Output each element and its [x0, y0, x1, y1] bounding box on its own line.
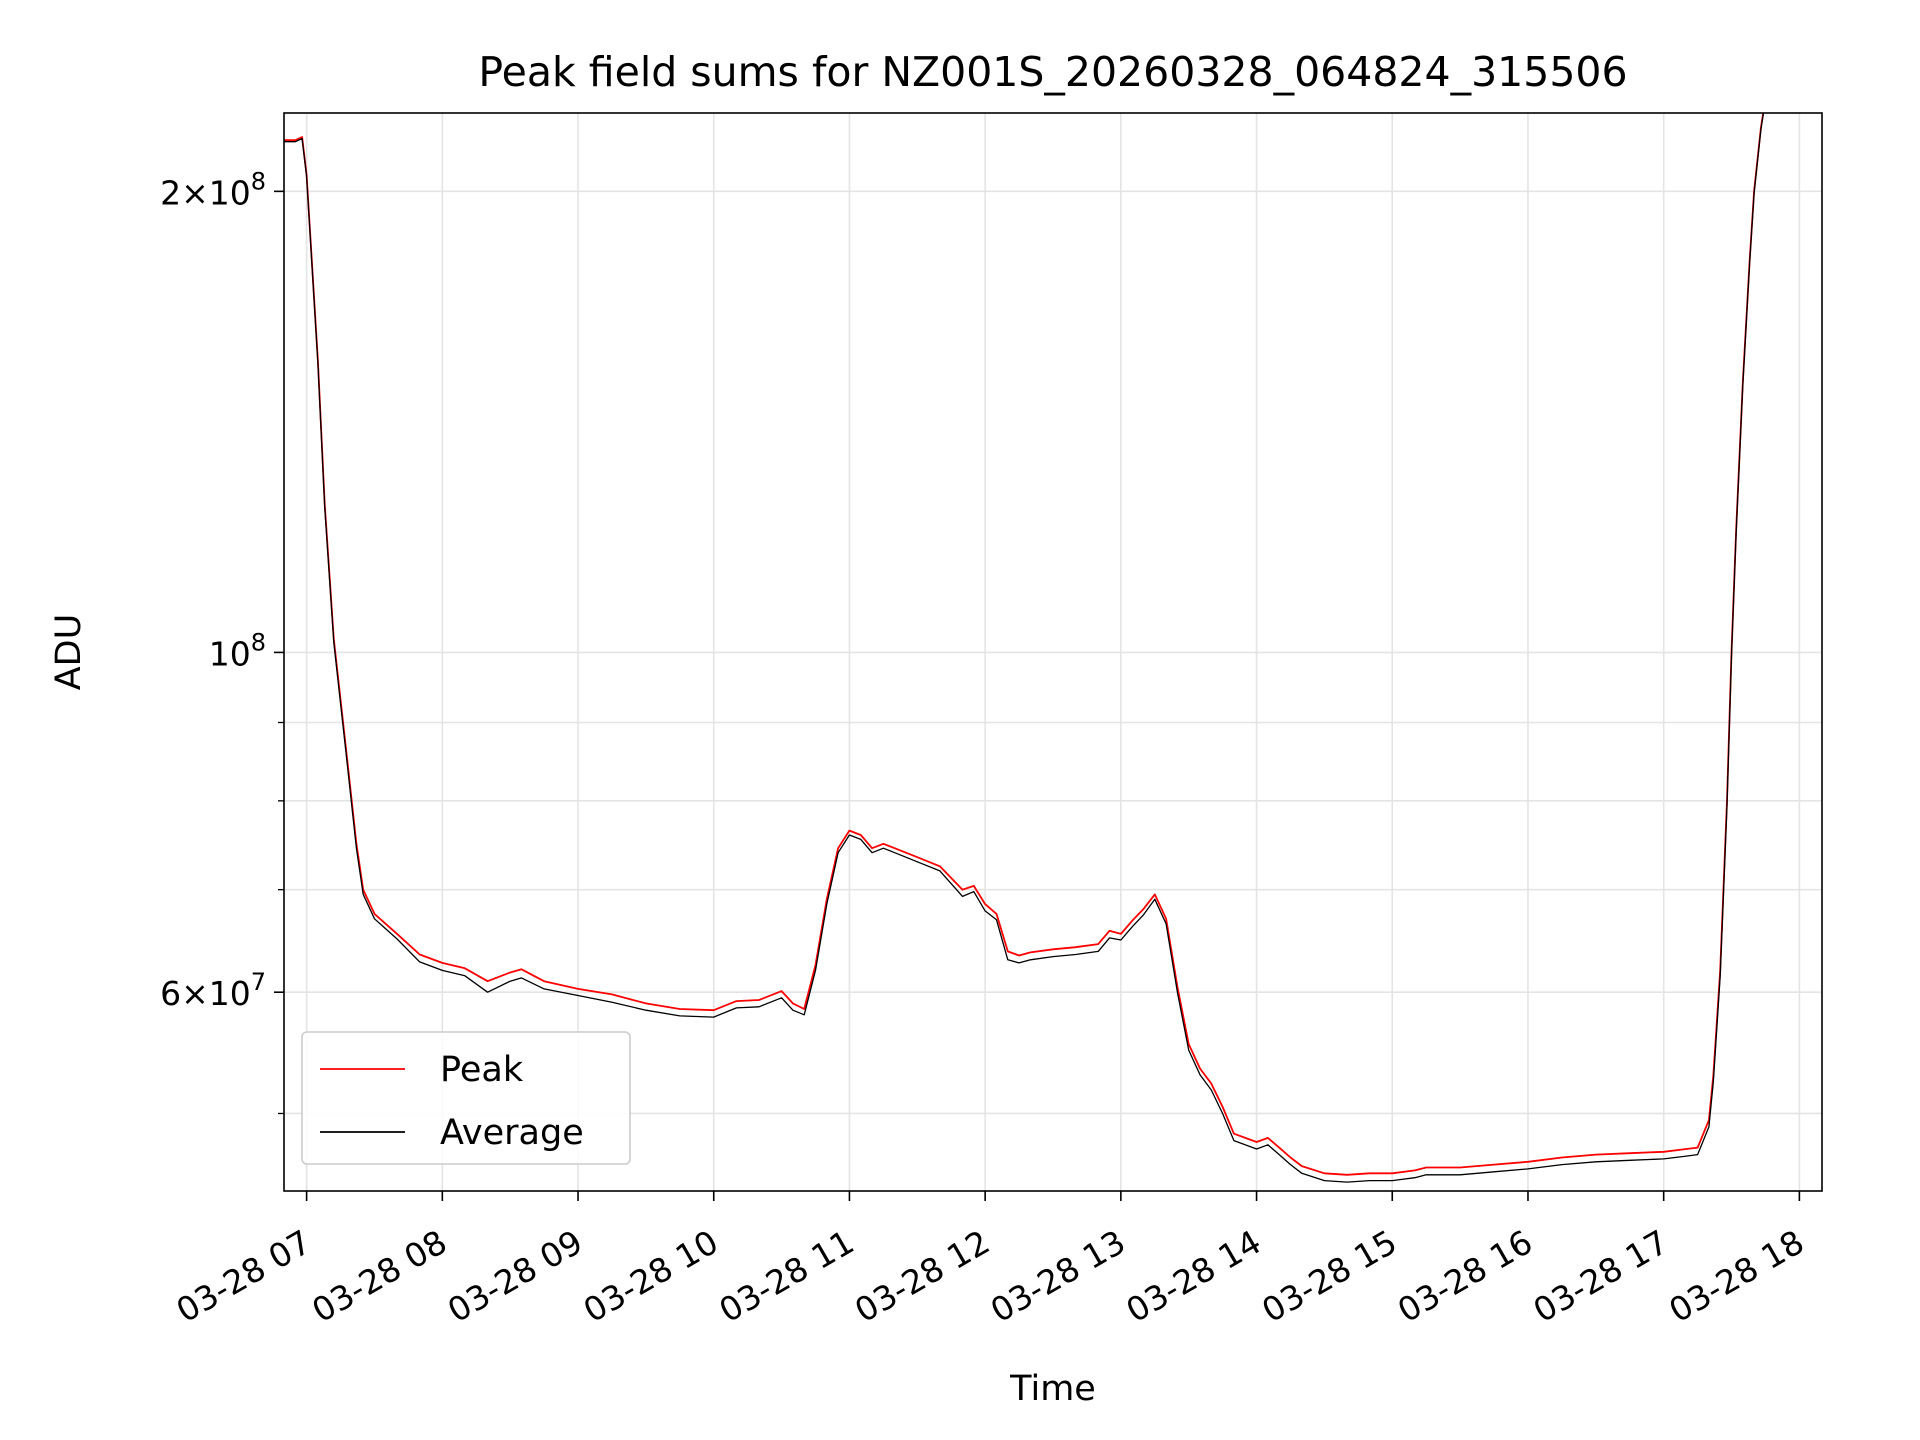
y-tick-label: 108	[209, 628, 266, 673]
y-tick-mantissa: 10	[209, 634, 251, 673]
x-axis-label: Time	[1009, 1369, 1096, 1409]
legend: Peak Average	[301, 1031, 631, 1165]
y-tick-exponent: 8	[251, 167, 266, 195]
series-line-peak	[284, 113, 1765, 1176]
series-layer	[284, 113, 1765, 1183]
legend-label-peak: Peak	[440, 1050, 524, 1090]
legend-label-average: Average	[440, 1113, 584, 1153]
y-tick-label: 6×107	[160, 968, 266, 1013]
y-tick-mantissa: 2×10	[160, 173, 251, 212]
chart-title: Peak field sums for NZ001S_20260328_0648…	[478, 48, 1627, 96]
y-tick-exponent: 7	[251, 968, 266, 996]
y-axis-label: ADU	[49, 614, 89, 691]
y-tick-exponent: 8	[251, 628, 266, 656]
grid	[284, 113, 1822, 1191]
legend-box	[301, 1031, 631, 1165]
y-tick-label: 2×108	[160, 167, 266, 212]
series-line-average	[284, 113, 1765, 1183]
y-tick-mantissa: 6×10	[160, 974, 251, 1013]
